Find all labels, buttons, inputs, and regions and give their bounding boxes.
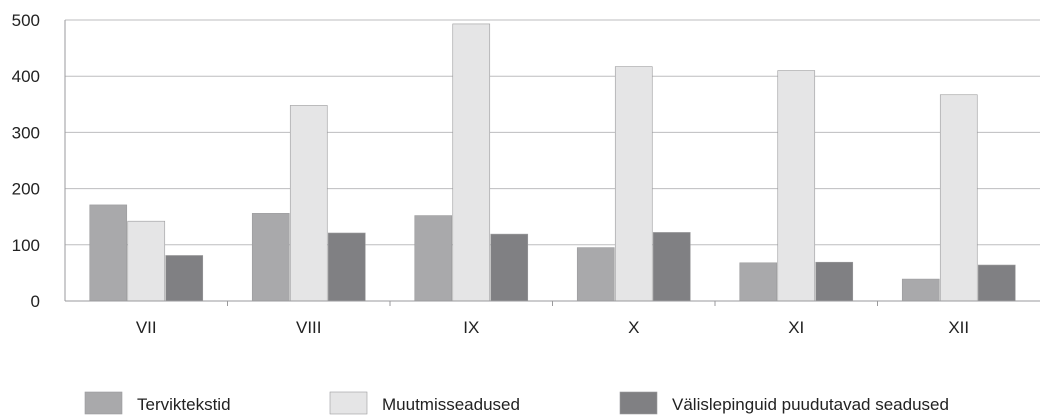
bar-v-lislepinguid-puudutavad-seadused-xi (815, 261, 854, 302)
bar-muutmisseadused-xii (939, 94, 978, 302)
bar-muutmisseadused-viii (289, 105, 328, 302)
bar-muutmisseadused-ix (452, 23, 491, 302)
x-category-label: XI (788, 318, 804, 337)
x-category-label: X (628, 318, 639, 337)
legend-label: Muutmisseadused (382, 395, 520, 414)
y-tick-label: 500 (12, 11, 40, 30)
bar-terviktekstid-vii (89, 204, 128, 302)
bar-muutmisseadused-xi (777, 70, 816, 302)
y-tick-label: 100 (12, 236, 40, 255)
bar-v-lislepinguid-puudutavad-seadused-viii (327, 232, 366, 302)
bar-terviktekstid-viii (251, 213, 290, 302)
y-axis-ticks: 0 100 200 300 400 500 (12, 11, 40, 311)
bar-v-lislepinguid-puudutavad-seadused-xii (977, 264, 1016, 302)
bar-terviktekstid-x (576, 247, 615, 302)
x-category-label: IX (463, 318, 479, 337)
legend-swatch (84, 391, 123, 415)
x-axis-categories: VII VIII IX X XI XII (136, 301, 969, 337)
x-category-label: VIII (296, 318, 322, 337)
bar-v-lislepinguid-puudutavad-seadused-x (652, 232, 691, 302)
legend-label: Terviktekstid (137, 395, 231, 414)
y-tick-label: 0 (31, 292, 40, 311)
bar-terviktekstid-ix (414, 215, 453, 302)
legend-label: Välislepinguid puudutavad seadused (672, 395, 949, 414)
x-category-label: XII (948, 318, 969, 337)
bar-v-lislepinguid-puudutavad-seadused-vii (165, 255, 204, 302)
x-category-label: VII (136, 318, 157, 337)
bar-muutmisseadused-vii (127, 220, 166, 302)
bar-terviktekstid-xi (739, 262, 778, 302)
bar-v-lislepinguid-puudutavad-seadused-ix (490, 233, 529, 302)
bar-muutmisseadused-x (614, 66, 653, 302)
gridlines (64, 19, 1040, 301)
legend: Terviktekstid Muutmisseadused Välislepingu… (84, 391, 949, 415)
legend-swatch (619, 391, 658, 415)
legend-swatch (329, 391, 368, 415)
y-tick-label: 400 (12, 67, 40, 86)
y-tick-label: 200 (12, 180, 40, 199)
bars (89, 23, 1016, 302)
y-tick-label: 300 (12, 123, 40, 142)
bar-terviktekstid-xii (901, 278, 940, 302)
